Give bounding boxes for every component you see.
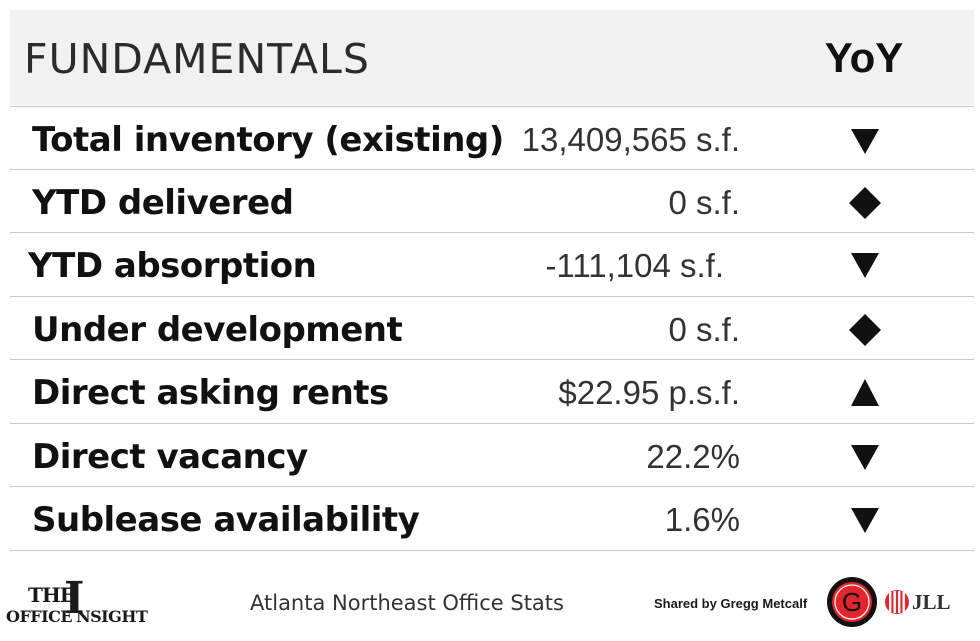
table-row-under-development: Under development 0 s.f. [10, 297, 974, 360]
row-value: 1.6% [664, 501, 740, 538]
row-value: -111,104 s.f. [545, 247, 724, 284]
row-value: 13,409,565 s.f. [521, 121, 740, 158]
table-header: FUNDAMENTALS YoY [10, 10, 974, 105]
fundamentals-table: Total inventory (existing) 13,409,565 s.… [10, 106, 974, 551]
table-row-ytd-delivered: YTD delivered 0 s.f. [10, 170, 974, 233]
the-office-insight-logo: THE I OFFICE NSIGHT [6, 573, 151, 629]
row-value: 22.2% [646, 437, 740, 475]
jll-mark-icon [885, 590, 909, 614]
g-logo-icon: G [827, 577, 877, 627]
table-row-direct-asking-rents: Direct asking rents $22.95 p.s.f. [10, 360, 974, 424]
g-logo-letter: G [842, 587, 862, 617]
row-label: Sublease availability [32, 500, 420, 540]
row-value: 0 s.f. [668, 183, 740, 221]
footer-caption: Atlanta Northeast Office Stats [250, 591, 564, 615]
down-triangle-icon [851, 508, 879, 533]
table-row-direct-vacancy: Direct vacancy 22.2% [10, 424, 974, 487]
jll-text: JLL [912, 590, 951, 614]
down-triangle-icon [851, 444, 879, 470]
logo-i-text: I [64, 573, 85, 624]
diamond-icon [849, 186, 881, 219]
up-triangle-icon [851, 379, 879, 406]
header-yoy-label: YoY [824, 34, 904, 81]
row-value: 0 s.f. [668, 310, 740, 348]
logo-insight-text: NSIGHT [76, 607, 148, 626]
footer: THE I OFFICE NSIGHT Atlanta Northeast Of… [0, 567, 980, 641]
down-triangle-icon [851, 253, 879, 278]
down-triangle-icon [851, 129, 879, 154]
table-row-ytd-absorption: YTD absorption -111,104 s.f. [10, 233, 974, 297]
row-label: Direct vacancy [32, 436, 308, 477]
row-label: YTD absorption [28, 246, 317, 286]
row-label: YTD delivered [32, 182, 294, 223]
jll-logo: JLL [884, 587, 974, 617]
logo-the-text: THE [28, 583, 75, 607]
logo-office-text: OFFICE [6, 607, 73, 626]
diamond-icon [849, 313, 881, 346]
header-title: FUNDAMENTALS [24, 35, 370, 83]
row-value: $22.95 p.s.f. [558, 374, 740, 411]
shared-by-text: Shared by Gregg Metcalf [654, 596, 808, 611]
row-label: Total inventory (existing) [32, 120, 504, 160]
row-label: Under development [32, 309, 403, 350]
row-label: Direct asking rents [32, 373, 389, 413]
table-row-total-inventory: Total inventory (existing) 13,409,565 s.… [10, 106, 974, 170]
table-row-sublease-availability: Sublease availability 1.6% [10, 487, 974, 551]
